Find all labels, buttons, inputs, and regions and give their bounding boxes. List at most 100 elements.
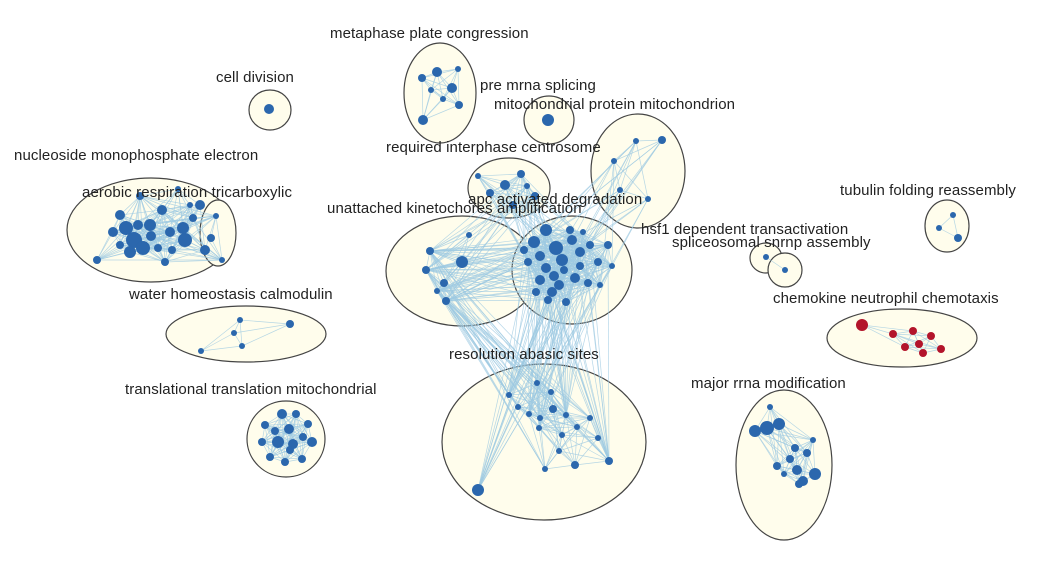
network-node-kinetochores — [422, 266, 430, 274]
network-node-resolution — [563, 412, 569, 418]
network-edge — [619, 140, 637, 191]
network-node-translational — [284, 424, 294, 434]
network-node-resolution — [534, 380, 540, 386]
network-edge — [558, 140, 637, 286]
network-node-centrosome — [500, 180, 510, 190]
network-edge — [538, 427, 576, 466]
network-edge — [539, 417, 578, 428]
network-node-aerobic — [146, 231, 156, 241]
network-edge — [528, 291, 537, 415]
network-node-translational — [261, 421, 269, 429]
network-node-tubulin — [954, 234, 962, 242]
label-centrosome: required interphase centrosome — [386, 139, 601, 156]
network-edge — [112, 195, 141, 233]
network-edge — [96, 227, 127, 261]
network-edge — [613, 139, 663, 162]
network-edge — [892, 333, 924, 354]
label-tubulin: tubulin folding reassembly — [840, 182, 1016, 199]
network-edge — [445, 249, 525, 302]
network-edge — [783, 452, 808, 475]
network-edge — [429, 250, 519, 408]
network-edge — [284, 441, 313, 463]
network-edge — [527, 198, 649, 263]
label-mito-protein: mitochondrial protein mitochondrion — [494, 96, 735, 113]
network-node-aerobic — [119, 221, 133, 235]
network-edge — [589, 140, 637, 246]
network-node-apc — [594, 258, 602, 266]
network-node-hsf1 — [611, 158, 617, 164]
network-edge — [563, 269, 567, 416]
network-edge — [457, 68, 460, 106]
network-node-rrna — [810, 437, 816, 443]
network-node-aerobic — [195, 200, 205, 210]
network-edge — [544, 434, 563, 470]
network-edge — [508, 255, 541, 396]
network-node-aerobic — [200, 245, 210, 255]
network-node-hsf1 — [617, 187, 623, 193]
network-node-kinetochores — [434, 288, 440, 294]
network-edge — [861, 324, 906, 348]
network-node-kinetochores — [442, 297, 450, 305]
network-edge — [574, 437, 599, 466]
network-edge — [269, 413, 297, 458]
network-edge — [436, 290, 552, 393]
network-edge — [561, 434, 610, 462]
label-cell-division: cell division — [216, 69, 294, 86]
network-node-resolution — [472, 484, 484, 496]
network-edge — [436, 290, 519, 408]
network-edge — [171, 215, 217, 251]
network-node-hsf1 — [658, 136, 666, 144]
label-spliceosomal: spliceosomal snrnp assembly — [672, 234, 871, 251]
network-node-metaphase — [447, 83, 457, 93]
cluster-ellipse-chemokine — [826, 308, 978, 368]
network-edge — [544, 464, 576, 470]
network-node-apc — [580, 229, 586, 235]
network-node-translational — [292, 410, 300, 418]
network-edge — [776, 439, 814, 467]
network-edge — [582, 231, 610, 462]
network-node-aerobic — [136, 241, 150, 255]
network-edge — [523, 189, 621, 251]
network-edge — [264, 413, 297, 426]
network-edges — [96, 68, 959, 491]
network-edge — [523, 249, 610, 462]
network-edge — [776, 447, 796, 467]
network-edge — [233, 323, 291, 334]
network-node-water — [237, 317, 243, 323]
network-edge — [425, 269, 549, 301]
network-node-apc — [544, 296, 552, 304]
label-resolution: resolution abasic sites — [449, 346, 599, 363]
network-edge — [508, 282, 589, 396]
label-pre-mrna: pre mrna splicing — [480, 77, 596, 94]
network-edge — [261, 441, 286, 463]
network-edge — [150, 235, 223, 261]
network-edge — [421, 77, 460, 106]
network-edge — [754, 430, 791, 460]
network-edge — [535, 291, 540, 429]
network-edge — [261, 413, 283, 443]
network-edge — [558, 417, 591, 452]
network-node-aerobic — [133, 220, 143, 230]
network-edge — [295, 413, 313, 443]
network-node-resolution — [605, 457, 613, 465]
network-edge — [429, 250, 591, 419]
network-edge — [552, 408, 560, 452]
network-edge — [539, 160, 615, 281]
network-edge — [436, 290, 563, 436]
network-node-aerobic — [177, 222, 189, 234]
network-edge — [861, 324, 914, 332]
network-node-aerobic — [189, 214, 197, 222]
network-node-aerobic — [93, 256, 101, 264]
network-node-cell-division — [264, 104, 274, 114]
cluster-labels: metaphase plate congression cell divisio… — [14, 25, 1016, 398]
network-node-centrosome — [475, 173, 481, 179]
network-edge — [436, 290, 610, 462]
label-apc: apc activated degradation — [468, 191, 642, 208]
network-node-chemokine — [937, 345, 945, 353]
network-edge — [477, 261, 529, 491]
network-edge — [477, 291, 553, 491]
network-edge — [425, 269, 552, 393]
network-edge — [200, 332, 235, 352]
network-edge — [269, 456, 303, 460]
